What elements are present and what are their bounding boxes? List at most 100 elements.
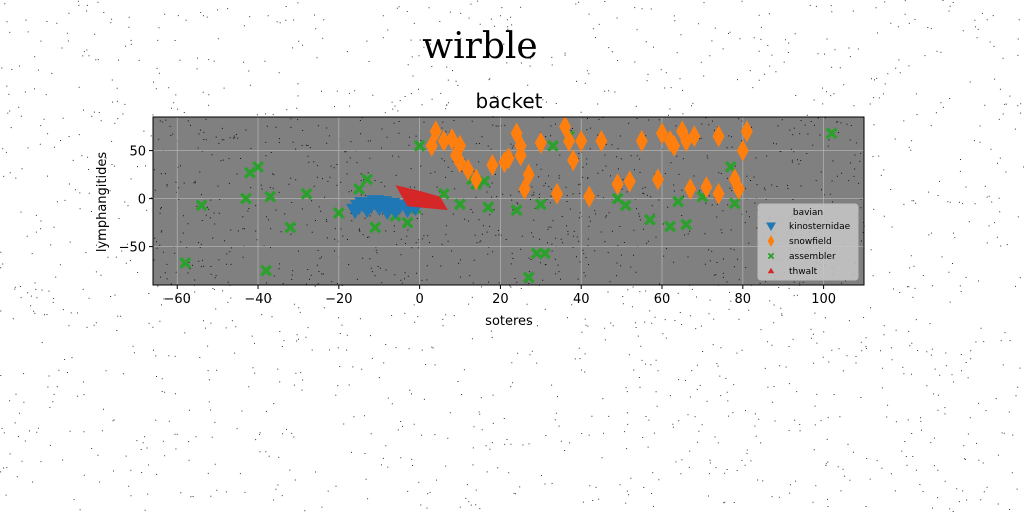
assembler-point: [413, 139, 426, 152]
legend-item-thwalt: thwalt: [767, 267, 818, 277]
snowfield-point: [559, 115, 572, 138]
x-axis-label: soteres: [485, 314, 533, 329]
assembler-point: [546, 139, 559, 152]
chart-title: backet: [476, 89, 543, 113]
legend: bavian kinosternidae snowfield assembler th…: [757, 203, 859, 281]
snowfield-point: [563, 130, 576, 152]
snowfield-point: [611, 173, 624, 196]
thwalt-shape: [395, 185, 448, 211]
legend-item-kinosternidae: kinosternidae: [766, 222, 851, 232]
snowfield-point: [470, 168, 483, 191]
snowfield-point: [736, 139, 749, 162]
x-tick-label: −20: [325, 292, 352, 307]
legend-item-assembler: assembler: [767, 252, 836, 262]
snowfield-point: [454, 151, 467, 174]
assembler-point: [672, 195, 685, 208]
assembler-point: [361, 173, 374, 186]
plot-area: [153, 117, 864, 285]
assembler-point: [353, 183, 366, 195]
snowfield-point: [567, 149, 580, 172]
x-tick-label: 0: [415, 292, 423, 307]
snowfield-point: [583, 185, 596, 208]
assembler-point: [332, 207, 345, 219]
assembler-point: [239, 192, 252, 205]
x-tick-label: −40: [244, 292, 271, 307]
assembler-point: [401, 216, 414, 229]
assembler-point: [664, 220, 677, 233]
snowfield-point: [575, 130, 588, 152]
snowfield-point: [429, 120, 442, 143]
assembler-point: [260, 264, 273, 277]
snowfield-point: [668, 134, 681, 157]
snowfield-point: [656, 122, 669, 145]
axes: −60 −40 −20 0 20 40 60 80 100 −50 0 50: [119, 115, 865, 307]
assembler-point: [284, 221, 297, 234]
snowfield-point: [502, 147, 515, 170]
assembler-point: [728, 197, 741, 210]
snowfield-point: [684, 178, 697, 200]
assembler-point: [482, 201, 495, 214]
data-marks: [179, 115, 838, 284]
legend-label: snowfield: [789, 237, 832, 247]
y-axis-label: lymphangitides: [95, 152, 110, 252]
assembler-point: [179, 256, 192, 269]
y-ticks: −50 0 50: [119, 145, 153, 256]
assembler-point: [510, 204, 523, 217]
legend-label: kinosternidae: [789, 222, 851, 232]
assembler-point: [619, 199, 632, 212]
legend-label: thwalt: [789, 267, 818, 277]
y-tick-label: 0: [138, 193, 146, 208]
legend-marker: [766, 222, 776, 231]
snowfield-point: [522, 163, 535, 186]
axes-frame: [152, 116, 865, 286]
assembler-point: [825, 127, 838, 140]
legend-marker: [767, 252, 775, 260]
snowfield-point: [454, 134, 467, 157]
snowfield-point: [712, 125, 725, 148]
assembler-point: [534, 198, 547, 211]
assembler-point: [538, 247, 551, 260]
snowfield-point: [623, 170, 636, 193]
assembler-point: [724, 160, 737, 173]
legend-marker: [767, 234, 775, 248]
x-tick-label: −60: [164, 292, 191, 307]
assembler-point: [522, 271, 535, 284]
assembler-point: [369, 221, 382, 234]
assembler-point: [643, 213, 656, 226]
legend-item-snowfield: snowfield: [767, 234, 832, 248]
x-tick-label: 100: [811, 292, 836, 307]
series-snowfield: [425, 115, 753, 208]
legend-label: assembler: [789, 252, 836, 262]
kinosternidae-point: [354, 197, 373, 213]
y-tick-label: 50: [129, 145, 146, 160]
snowfield-point: [700, 176, 713, 199]
x-tick-label: 40: [573, 292, 590, 307]
y-tick-label: −50: [119, 241, 146, 256]
snowfield-point: [595, 130, 608, 152]
assembler-point: [264, 190, 277, 203]
snowfield-point: [732, 178, 745, 200]
snowfield-point: [514, 144, 527, 167]
snowfield-point: [712, 182, 725, 205]
snowfield-point: [462, 158, 475, 181]
legend-box: [757, 203, 859, 281]
snowfield-point: [651, 168, 664, 191]
assembler-point: [680, 218, 693, 231]
kinosternidae-point: [366, 195, 385, 211]
assembler-point: [195, 199, 208, 212]
snowfield-point: [688, 125, 701, 148]
x-tick-label: 60: [654, 292, 671, 307]
x-tick-label: 20: [492, 292, 509, 307]
legend-items: kinosternidae snowfield assembler thwalt: [766, 222, 851, 277]
series-thwalt: [395, 185, 448, 211]
x-tick-label: 80: [735, 292, 752, 307]
x-ticks: −60 −40 −20 0 20 40 60 80 100: [164, 285, 836, 307]
assembler-point: [252, 160, 265, 173]
assembler-point: [454, 198, 467, 211]
suptitle: wirble: [422, 26, 537, 67]
snowfield-point: [534, 131, 547, 154]
legend-marker: [767, 267, 775, 274]
legend-title: bavian: [793, 208, 823, 218]
snowfield-point: [550, 182, 563, 205]
